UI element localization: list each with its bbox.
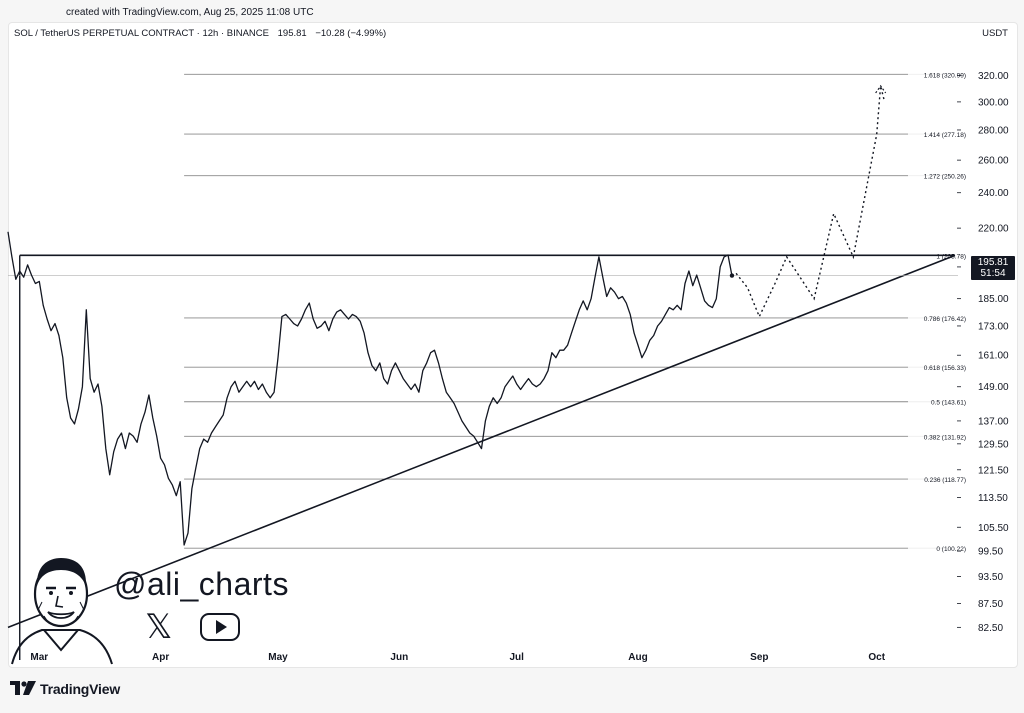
social-links: 𝕏 [145, 607, 241, 647]
currency-label[interactable]: USDT [982, 28, 1008, 39]
ascending-support-line [7, 254, 956, 629]
fib-level-label: 1.618 (320.99) [924, 72, 966, 79]
x-tick-label: Sep [750, 652, 768, 663]
price-change: −10.28 (−4.99%) [315, 28, 387, 39]
fib-label-bg [908, 129, 968, 140]
y-tick-label: 113.50 [978, 493, 1008, 504]
y-tick-label: 93.50 [978, 572, 1003, 583]
y-tick-label: 240.00 [978, 188, 1009, 199]
y-tick-label: 105.50 [978, 523, 1009, 534]
author-handle: @ali_charts [114, 566, 289, 602]
tradingview-mark-icon [10, 681, 36, 695]
x-tick-label: Aug [628, 652, 647, 663]
price-series [7, 84, 887, 546]
symbol-header: SOL / TetherUS PERPETUAL CONTRACT · 12h … [14, 28, 386, 39]
y-tick-label: 99.50 [978, 547, 1003, 558]
x-tick-label: Oct [868, 652, 885, 663]
y-tick-label: 137.00 [978, 416, 1009, 427]
y-tick-label: 185.00 [978, 294, 1009, 305]
fib-level-label: 0.618 (156.33) [924, 365, 966, 372]
x-tick-label: Jul [509, 652, 524, 663]
created-note: created with TradingView.com, Aug 25, 20… [66, 7, 314, 18]
fib-level-label: 0.236 (118.77) [924, 477, 966, 484]
last-price-badge: 195.81 51:54 [971, 256, 1015, 280]
symbol-label[interactable]: SOL / TetherUS PERPETUAL CONTRACT · 12h … [14, 28, 269, 39]
fib-retracement-levels: 0 (100.22) 0.236 (118.77) 0.382 (131.92) 0.… [184, 69, 968, 554]
fib-label-bg [908, 170, 968, 181]
youtube-icon[interactable] [200, 613, 241, 641]
fib-label-bg [908, 474, 968, 485]
projected-path [731, 85, 886, 319]
price-line [7, 231, 733, 546]
x-tick-label: May [268, 652, 288, 663]
fib-label-bg [908, 431, 968, 442]
badge-price: 195.81 [977, 257, 1009, 268]
y-tick-label: 320.00 [978, 71, 1009, 82]
y-tick-label: 280.00 [978, 125, 1009, 136]
y-tick-label: 173.00 [978, 321, 1009, 332]
time-axis[interactable]: Mar Apr May Jun Jul Aug Sep Oct [30, 652, 885, 663]
tradingview-logo[interactable]: TradingView [10, 680, 120, 698]
fib-label-bg [908, 543, 968, 554]
x-tick-label: Apr [152, 652, 169, 663]
y-tick-label: 161.00 [978, 351, 1009, 362]
y-tick-label: 82.50 [978, 623, 1003, 634]
current-price: 195.81 [277, 28, 307, 39]
y-tick-label: 260.00 [978, 156, 1009, 167]
badge-countdown: 51:54 [980, 268, 1006, 279]
fib-level-label: 0 (100.22) [936, 546, 966, 553]
fib-level-label: 0.5 (143.61) [931, 400, 966, 407]
x-icon[interactable]: 𝕏 [145, 607, 173, 647]
fib-label-bg [908, 396, 968, 407]
fib-label-bg [908, 362, 968, 373]
fib-label-bg [908, 312, 968, 323]
y-tick-label: 87.50 [978, 599, 1003, 610]
fib-level-label: 0.382 (131.92) [924, 434, 966, 441]
y-tick-label: 149.00 [978, 382, 1009, 393]
y-tick-label: 300.00 [978, 97, 1009, 108]
fib-label-bg [908, 69, 968, 80]
x-tick-label: Jun [390, 652, 408, 663]
x-tick-label: Mar [30, 652, 48, 663]
brand-name: TradingView [40, 681, 121, 697]
y-tick-label: 121.50 [978, 465, 1009, 476]
projection-arrowhead [875, 84, 887, 94]
fib-level-label: 1.414 (277.18) [924, 132, 966, 139]
fib-level-label: 1.272 (250.26) [924, 174, 966, 181]
avatar-illustration [11, 558, 113, 665]
y-tick-label: 129.50 [978, 439, 1009, 450]
fib-level-label: 0.786 (176.42) [924, 316, 966, 323]
trend-lines [7, 254, 958, 660]
chart-panel [8, 22, 1018, 668]
y-tick-label: 220.00 [978, 224, 1009, 235]
